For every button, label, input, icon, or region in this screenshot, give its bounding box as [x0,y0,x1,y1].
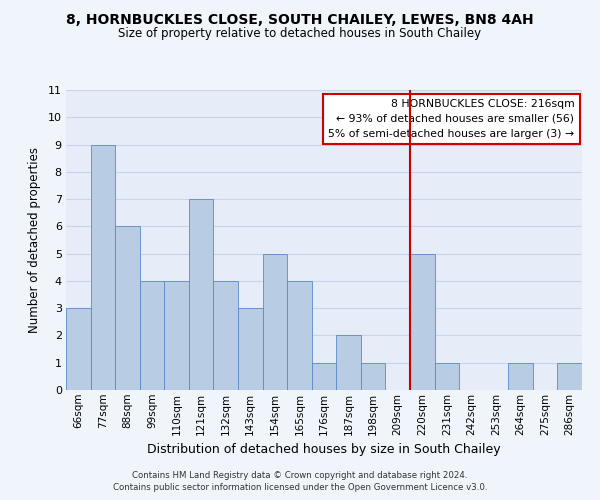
Bar [557,362,582,390]
Bar [312,362,336,390]
Bar [140,281,164,390]
Bar [164,281,189,390]
Text: 8 HORNBUCKLES CLOSE: 216sqm
← 93% of detached houses are smaller (56)
5% of semi: 8 HORNBUCKLES CLOSE: 216sqm ← 93% of det… [328,99,574,138]
Bar [189,199,214,390]
Bar [214,281,238,390]
Bar [91,144,115,390]
Bar [508,362,533,390]
X-axis label: Distribution of detached houses by size in South Chailey: Distribution of detached houses by size … [147,443,501,456]
Text: 8, HORNBUCKLES CLOSE, SOUTH CHAILEY, LEWES, BN8 4AH: 8, HORNBUCKLES CLOSE, SOUTH CHAILEY, LEW… [66,12,534,26]
Bar [115,226,140,390]
Bar [361,362,385,390]
Bar [263,254,287,390]
Bar [410,254,434,390]
Text: Contains HM Land Registry data © Crown copyright and database right 2024.
Contai: Contains HM Land Registry data © Crown c… [113,471,487,492]
Bar [238,308,263,390]
Bar [287,281,312,390]
Bar [336,336,361,390]
Text: Size of property relative to detached houses in South Chailey: Size of property relative to detached ho… [118,28,482,40]
Y-axis label: Number of detached properties: Number of detached properties [28,147,41,333]
Bar [66,308,91,390]
Bar [434,362,459,390]
